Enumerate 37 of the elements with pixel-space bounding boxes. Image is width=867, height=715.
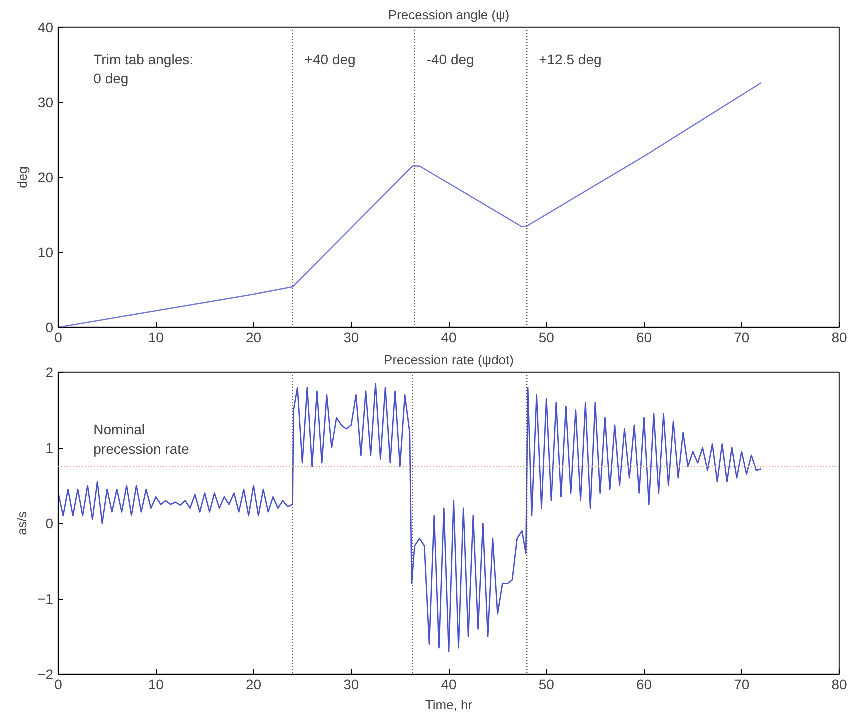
y-tick-label: 20 <box>38 170 54 186</box>
y-tick-label: 2 <box>46 364 54 380</box>
x-tick-label: 10 <box>148 330 164 346</box>
ref-line-label: Nominal precession rate <box>94 422 190 457</box>
y-axis-title: deg <box>14 166 30 188</box>
x-tick-label: 50 <box>538 676 555 692</box>
x-tick-label: 80 <box>832 330 848 346</box>
x-tick-label: 40 <box>441 330 457 346</box>
x-tick-label: 30 <box>344 330 360 346</box>
line-series <box>58 383 762 652</box>
y-tick-label: −1 <box>38 591 54 607</box>
ref-line-label: +40 deg <box>304 52 356 68</box>
annotation: Trim tab angles: 0 deg <box>94 52 194 87</box>
x-tick-label: 50 <box>538 330 555 346</box>
ref-line-label: +12.5 deg <box>539 52 602 68</box>
y-tick-label: 1 <box>46 440 54 456</box>
x-axis-title: Time, hr <box>425 698 474 712</box>
ref-line-label: -40 deg <box>426 52 474 68</box>
chart-title: Precession angle (ψ) <box>388 8 510 22</box>
x-tick-label: 80 <box>832 676 848 692</box>
y-tick-label: 10 <box>38 244 54 260</box>
x-tick-label: 60 <box>636 330 652 346</box>
x-tick-label: 20 <box>246 330 262 346</box>
x-tick-label: 10 <box>148 676 164 692</box>
y-tick-label: 30 <box>38 94 54 110</box>
y-tick-label: 0 <box>46 516 54 532</box>
chart-title: Precession rate (ψdot) <box>384 352 514 368</box>
x-tick-label: 70 <box>734 330 750 346</box>
x-tick-label: 70 <box>734 676 750 692</box>
y-tick-label: 40 <box>38 20 54 36</box>
x-tick-label: 40 <box>441 676 457 692</box>
y-tick-label: 0 <box>46 320 54 336</box>
x-tick-label: 60 <box>636 676 652 692</box>
x-tick-label: 20 <box>246 676 262 692</box>
y-tick-label: −2 <box>38 666 54 682</box>
x-tick-label: 30 <box>344 676 360 692</box>
y-axis-title: as/s <box>14 511 30 536</box>
